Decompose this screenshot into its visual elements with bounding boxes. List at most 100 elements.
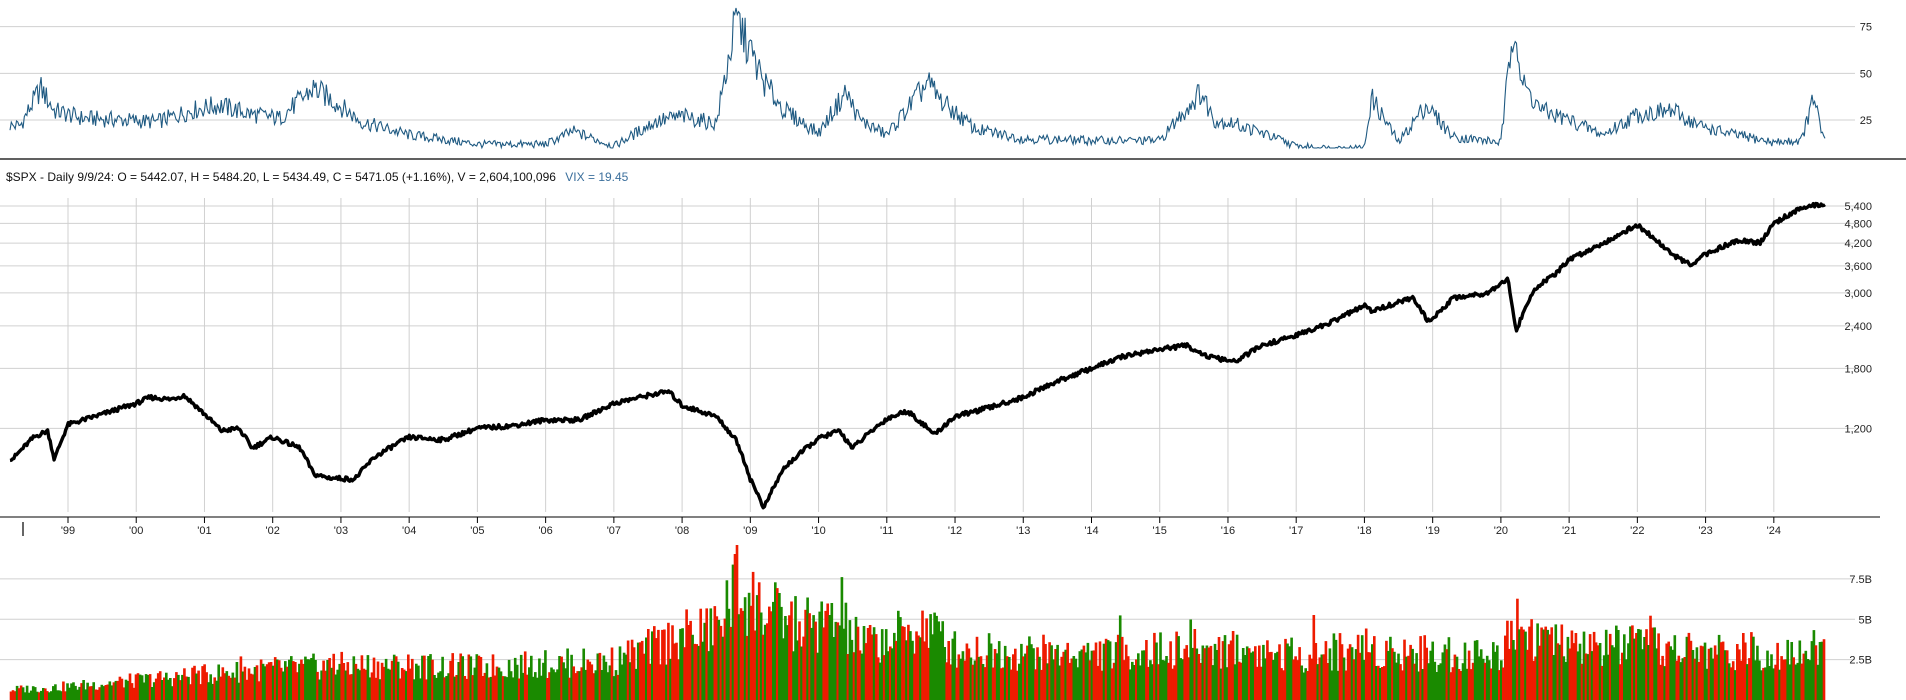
- volume-bar: [269, 662, 273, 700]
- volume-bar: [1802, 653, 1806, 700]
- volume-bar: [1173, 665, 1176, 700]
- volume-bar: [195, 673, 198, 700]
- volume-bar: [528, 667, 531, 700]
- volume-bar: [189, 684, 192, 700]
- volume-bar: [681, 628, 684, 700]
- volume-bar: [100, 684, 104, 700]
- volume-bar: [156, 673, 160, 700]
- volume-bar: [1816, 664, 1820, 700]
- volume-bar: [909, 631, 912, 700]
- volume-bar: [788, 615, 791, 700]
- volume-bar: [491, 654, 495, 700]
- volume-bar: [878, 662, 882, 700]
- volume-bar: [427, 656, 430, 700]
- volume-bar: [380, 662, 384, 700]
- quote-header-label: $SPX - Daily 9/9/24: O = 5442.07, H = 54…: [6, 170, 556, 184]
- volume-bar: [953, 631, 957, 700]
- volume-bar: [941, 621, 945, 700]
- volume-bar: [778, 593, 781, 700]
- volume-bar: [1564, 661, 1568, 700]
- volume-bar: [1635, 633, 1638, 700]
- volume-bar: [68, 687, 71, 700]
- volume-bar: [140, 675, 144, 700]
- volume-bar: [884, 629, 888, 700]
- volume-bar: [761, 634, 765, 700]
- volume-bar: [1330, 670, 1334, 700]
- volume-bar: [197, 670, 200, 700]
- volume-bar: [1310, 658, 1314, 700]
- volume-bar: [763, 624, 767, 700]
- volume-bar: [1064, 649, 1068, 700]
- volume-bar: [580, 667, 584, 700]
- volume-bar: [1754, 660, 1757, 700]
- volume-bar: [949, 664, 953, 700]
- volume-bar: [356, 668, 360, 700]
- volume-bar: [76, 689, 79, 700]
- volume-bar: [1165, 656, 1168, 700]
- volume-bar: [191, 667, 194, 700]
- volume-bar: [237, 682, 241, 700]
- volume-bar: [118, 676, 122, 700]
- volume-bar: [1399, 664, 1402, 700]
- volume-bar: [1552, 655, 1556, 700]
- volume-bar: [842, 628, 846, 700]
- volume-bar: [1530, 619, 1533, 700]
- volume-bar: [378, 679, 382, 700]
- volume-bar: [590, 664, 594, 700]
- volume-bar: [183, 668, 186, 700]
- volume-bar: [1264, 658, 1267, 700]
- volume-bar: [1740, 660, 1743, 700]
- volume-bar: [1568, 648, 1572, 700]
- volume-bar: [937, 621, 941, 700]
- volume-bar: [1439, 663, 1443, 700]
- volume-bar: [37, 692, 41, 700]
- volume-bar: [693, 643, 697, 700]
- volume-bar: [1697, 661, 1701, 700]
- volume-bar: [1736, 644, 1739, 700]
- volume-bar: [306, 659, 309, 700]
- volume-bar: [969, 657, 973, 700]
- volume-bar: [1494, 651, 1497, 700]
- volume-bar: [1338, 633, 1342, 700]
- volume-bar: [965, 643, 969, 700]
- volume-bar: [614, 670, 618, 700]
- volume-bar: [382, 666, 386, 700]
- volume-bar: [616, 674, 620, 700]
- volume-bar: [1715, 654, 1719, 700]
- volume-bar: [1383, 666, 1386, 700]
- volume-bar: [1516, 598, 1519, 700]
- volume-bar: [651, 631, 654, 700]
- volume-bar: [451, 653, 455, 700]
- volume-bar: [17, 688, 21, 700]
- volume-bar: [421, 655, 424, 700]
- price-y-tick-label: 1,800: [1844, 363, 1872, 375]
- volume-bar: [1606, 654, 1610, 700]
- volume-bar: [1247, 648, 1251, 700]
- volume-bar: [1316, 664, 1320, 700]
- volume-bar: [485, 663, 489, 700]
- volume-bar: [1401, 670, 1404, 700]
- volume-bar: [1417, 671, 1420, 700]
- volume-bar: [640, 640, 644, 700]
- volume-bar: [1375, 666, 1378, 700]
- volume-bar: [897, 610, 900, 700]
- volume-bar: [695, 644, 699, 700]
- volume-bar: [106, 684, 110, 700]
- volume-bar: [1744, 642, 1747, 700]
- x-tick-label: '19: [1425, 525, 1439, 537]
- volume-bar: [981, 664, 985, 700]
- volume-bar: [669, 658, 672, 700]
- vix-y-axis: 75 50 25: [1860, 22, 1872, 127]
- volume-bar: [181, 674, 184, 700]
- volume-bar: [848, 620, 852, 700]
- volume-bar: [832, 637, 836, 700]
- volume-bar: [1205, 645, 1209, 700]
- volume-bar: [955, 667, 959, 700]
- x-tick-label: '15: [1153, 525, 1167, 537]
- volume-bar: [1475, 640, 1479, 700]
- volume-bar: [1796, 662, 1800, 700]
- volume-bar: [1738, 649, 1741, 700]
- volume-bar: [1536, 623, 1539, 700]
- volume-bar: [90, 686, 94, 700]
- volume-bar: [864, 643, 868, 700]
